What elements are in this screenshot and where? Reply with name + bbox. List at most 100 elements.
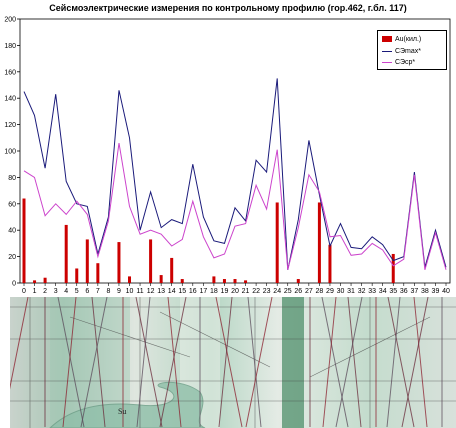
x-tick-label: 25 — [284, 288, 292, 295]
bar-au — [244, 280, 248, 283]
bar-au — [275, 202, 279, 283]
x-tick-label: 11 — [136, 288, 143, 295]
x-tick-label: 13 — [157, 288, 165, 295]
bar-series — [22, 198, 395, 283]
photo-crack — [167, 297, 182, 428]
x-tick-label: 34 — [379, 288, 387, 295]
bar-au — [170, 257, 174, 283]
photo-crack — [335, 297, 363, 428]
y-tick-label: 40 — [8, 228, 16, 235]
photo-crack — [215, 297, 243, 428]
bar-au — [149, 239, 153, 283]
x-tick-label: 39 — [432, 288, 440, 295]
y-tick-label: 160 — [4, 69, 16, 76]
y-tick-label: 100 — [4, 149, 16, 156]
bar-au — [159, 275, 163, 283]
y-tick-label: 140 — [4, 96, 16, 103]
photo-crack — [347, 297, 362, 428]
photo-crack — [62, 297, 77, 428]
x-tick-label: 8 — [106, 288, 110, 295]
bar-au — [296, 279, 300, 283]
x-tick-label: 27 — [305, 288, 313, 295]
photo-crack-lines — [10, 297, 443, 428]
bar-au — [117, 242, 121, 283]
y-tick-label: 180 — [4, 43, 16, 50]
photo-dark-band — [282, 297, 304, 428]
x-tick-label: 28 — [316, 288, 324, 295]
legend-line-sesr — [382, 61, 392, 63]
y-tick-labels: 0 20 40 60 80 100 120 140 160 180 200 — [4, 17, 16, 288]
x-tick-label: 1 — [33, 288, 37, 295]
x-tick-label: 24 — [273, 288, 281, 295]
photo-background — [10, 297, 456, 428]
legend-label-sesr: СЭср* — [395, 58, 416, 66]
x-tick-label: 31 — [347, 288, 355, 295]
photo-crack — [321, 297, 349, 428]
x-tick-label: 6 — [85, 288, 89, 295]
photo-crack — [159, 297, 187, 428]
x-tick-label: 7 — [96, 288, 100, 295]
bar-au — [64, 224, 68, 283]
line-series — [23, 78, 447, 270]
x-tick-label: 32 — [358, 288, 366, 295]
bar-au — [391, 253, 395, 283]
photo-crack — [401, 297, 429, 428]
x-tick-label: 2 — [43, 288, 47, 295]
x-tick-label: 36 — [400, 288, 408, 295]
x-tick-label: 9 — [117, 288, 121, 295]
profile-photo: Su — [10, 297, 456, 428]
photo-crack — [91, 297, 106, 428]
y-tick-label: 200 — [4, 17, 16, 24]
chart-title: Сейсмоэлектрические измерения по контрол… — [49, 3, 407, 13]
y-tick-label: 20 — [8, 254, 16, 261]
x-tick-label: 5 — [75, 288, 79, 295]
legend-line-semax — [382, 50, 392, 52]
photo-crack — [80, 297, 108, 428]
bar-au — [128, 276, 131, 283]
photo-stained-region — [49, 381, 206, 428]
x-tick-label: 18 — [210, 288, 218, 295]
bar-au — [75, 268, 79, 283]
x-tick-label: 15 — [178, 288, 186, 295]
x-tick-labels: 0 1 2 3 4 5 6 7 8 9 10 11 12 13 14 15 16 17 18 19 20 21 22 23 24… — [22, 288, 450, 295]
line-semax — [23, 78, 447, 270]
photo-crack — [135, 297, 163, 428]
legend-item-sesr: СЭср* — [382, 57, 415, 67]
x-tick-label: 4 — [64, 288, 68, 295]
legend-item-semax: СЭmax* — [382, 46, 421, 56]
photo-crack — [386, 297, 401, 428]
bar-au — [317, 202, 321, 283]
x-tick-label: 14 — [168, 288, 176, 295]
legend-swatch-au — [382, 36, 392, 42]
x-tick-label: 30 — [337, 288, 345, 295]
x-tick-label: 33 — [368, 288, 376, 295]
photo-crack — [218, 297, 233, 428]
x-tick-label: 26 — [294, 288, 302, 295]
photo-crack — [136, 297, 151, 428]
bar-au — [33, 280, 37, 283]
bar-au — [22, 198, 26, 283]
x-tick-label: 17 — [199, 288, 207, 295]
line-sesr — [23, 143, 447, 270]
legend: Au(кил.) СЭmax* СЭср* — [377, 30, 447, 70]
photo-crack — [322, 297, 337, 428]
y-tick-label: 0 — [12, 281, 16, 288]
x-tick-label: 20 — [231, 288, 239, 295]
bar-au — [328, 244, 332, 283]
photo-label: Su — [118, 407, 126, 416]
x-tick-label: 12 — [147, 288, 155, 295]
x-tick-label: 22 — [252, 288, 260, 295]
x-tick-label: 10 — [126, 288, 134, 295]
photo-crack — [413, 297, 428, 428]
y-tick-label: 60 — [8, 201, 16, 208]
y-tick-label: 80 — [8, 175, 16, 182]
x-tick-label: 37 — [410, 288, 418, 295]
photo-crack — [10, 297, 29, 390]
x-tick-label: 40 — [442, 288, 450, 295]
x-tick-label: 3 — [54, 288, 58, 295]
x-tick-label: 29 — [326, 288, 334, 295]
photo-crack — [387, 297, 415, 428]
legend-label-semax: СЭmax* — [395, 47, 421, 55]
x-tick-label: 35 — [389, 288, 397, 295]
